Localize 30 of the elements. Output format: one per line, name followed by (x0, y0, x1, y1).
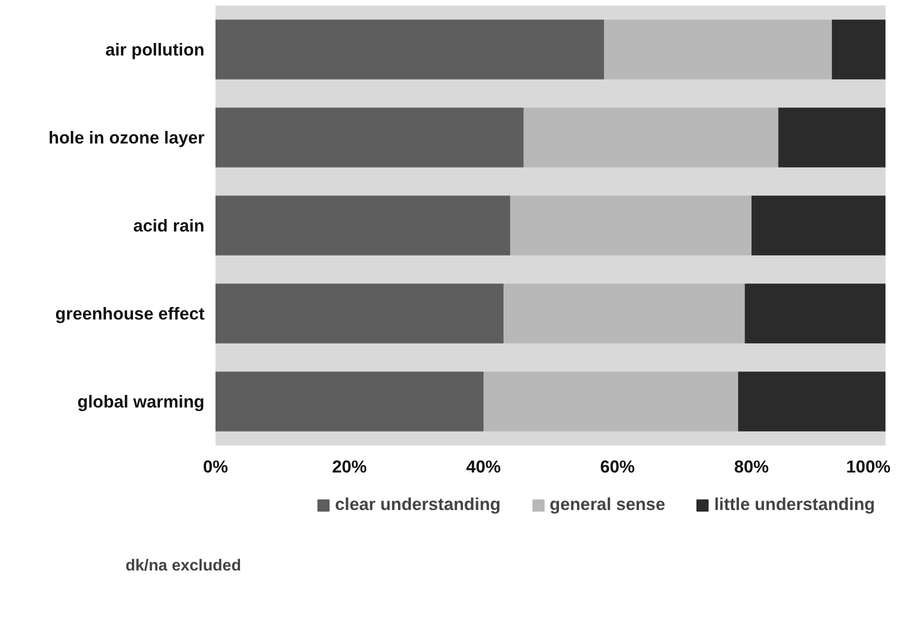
bar (216, 108, 524, 168)
bar (832, 20, 886, 80)
y-tick-label: greenhouse effect (55, 304, 205, 324)
y-tick-label: global warming (77, 392, 205, 412)
x-tick-label: 40% (466, 456, 501, 476)
bar (744, 284, 886, 344)
x-tick-label: 0% (202, 456, 228, 476)
bar (738, 372, 886, 432)
x-tick-label: 20% (332, 456, 367, 476)
bar (604, 20, 832, 80)
x-tick-label: 60% (600, 456, 635, 476)
bar (752, 196, 886, 256)
bar (484, 372, 738, 432)
text: dk/na excluded (126, 558, 242, 574)
bar (216, 20, 604, 80)
bar (216, 196, 510, 256)
x-tick-label: 100% (846, 456, 891, 476)
bar (216, 284, 504, 344)
y-tick-label: acid rain (133, 216, 205, 236)
x-tick-label: 80% (734, 456, 769, 476)
bar (504, 284, 745, 344)
bar (524, 108, 778, 168)
legend-label: little understanding (714, 494, 875, 515)
bar (510, 196, 752, 256)
legend-label: general sense (550, 494, 666, 515)
bar (216, 372, 484, 432)
y-tick-label: hole in ozone layer (48, 128, 205, 148)
y-tick-label: air pollution (105, 40, 205, 60)
legend-label: clear understanding (335, 494, 501, 515)
bar (778, 108, 886, 168)
